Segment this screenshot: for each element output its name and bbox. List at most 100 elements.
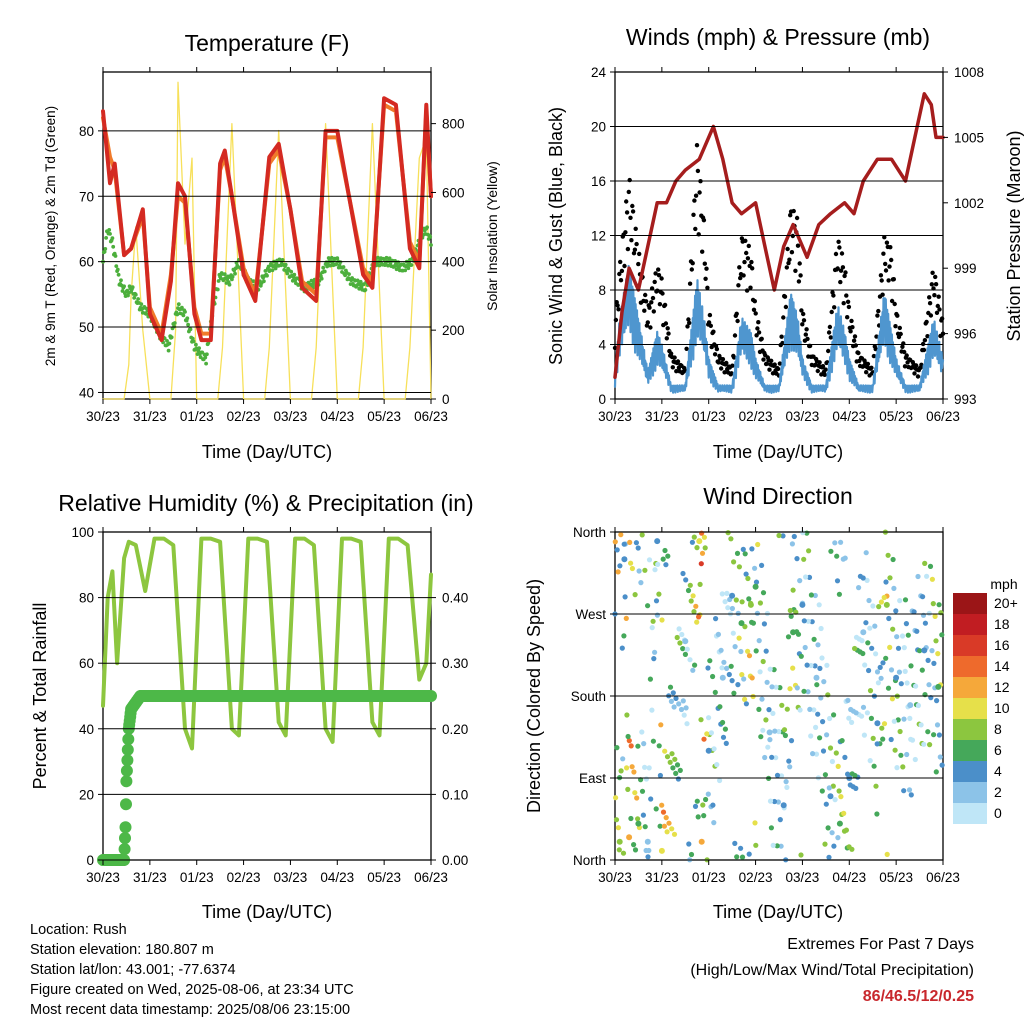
winds-ytick-label: 20	[591, 120, 606, 135]
direction-point	[902, 668, 908, 675]
humidity-xtick-label: 03/23	[274, 870, 308, 885]
direction-point	[780, 802, 787, 809]
gust-point	[883, 261, 888, 267]
direction-point	[617, 563, 623, 569]
direction-point	[883, 601, 890, 608]
direction-point	[652, 649, 658, 655]
dewpoint-point	[122, 284, 126, 289]
direction-point	[787, 607, 793, 614]
direction-point	[891, 585, 897, 592]
direction-point	[717, 704, 723, 710]
direction-point	[707, 658, 713, 664]
direction-point	[824, 662, 830, 668]
gust-point	[845, 315, 850, 320]
gust-point	[853, 343, 858, 348]
direction-point	[857, 573, 864, 579]
direction-point	[832, 540, 838, 546]
gust-point	[730, 363, 735, 368]
direction-point	[873, 783, 879, 789]
gust-point	[744, 288, 750, 293]
gust-point	[937, 307, 942, 312]
direction-point	[698, 717, 704, 723]
gust-point	[630, 203, 635, 209]
direction-point	[628, 560, 634, 566]
direction-point	[711, 820, 717, 826]
direction-point	[794, 556, 800, 562]
gust-point	[840, 265, 846, 270]
direction-point	[801, 556, 807, 562]
gust-point	[769, 358, 774, 363]
direction-point	[777, 685, 783, 691]
direction-point	[660, 556, 666, 562]
gust-point	[632, 247, 638, 252]
gust-point	[893, 324, 898, 329]
winds-xtick-label: 05/23	[879, 409, 913, 424]
direction-point	[680, 646, 686, 652]
dewpoint-point	[355, 278, 360, 283]
humidity-ytick-label: 80	[79, 591, 94, 606]
winds-xlabel: Time (Day/UTC)	[713, 442, 843, 462]
direction-point	[682, 651, 689, 658]
direction-point	[873, 651, 879, 657]
temperature-ylabel-left: 2m & 9m T (Red, Orange) & 2m Td (Green)	[43, 106, 58, 366]
direction-point	[694, 619, 700, 625]
direction-point	[790, 629, 797, 636]
dewpoint-point	[133, 292, 138, 297]
gust-point	[645, 320, 650, 325]
direction-point	[635, 816, 641, 822]
direction-point	[922, 620, 929, 626]
temperature-y2tick-label: 0	[442, 392, 450, 407]
direction-point	[616, 847, 622, 853]
gust-point	[935, 303, 940, 309]
direction-point	[738, 845, 744, 851]
temperature-y2tick-label: 400	[442, 254, 465, 269]
direction-point	[646, 557, 653, 563]
direction-point	[805, 689, 811, 695]
legend-swatch	[953, 677, 987, 698]
direction-point	[732, 644, 738, 650]
dewpoint-point	[103, 247, 108, 251]
gust-point	[732, 333, 738, 338]
direction-point	[712, 689, 718, 696]
direction-point	[808, 662, 814, 669]
gust-point	[939, 316, 945, 321]
direction-point	[788, 613, 794, 619]
direction-point	[614, 547, 620, 553]
direction-point	[811, 707, 817, 713]
direction-point	[699, 530, 705, 536]
direction-point	[629, 565, 636, 572]
direction-point	[865, 640, 871, 646]
direction-point	[633, 540, 640, 546]
direction-point	[739, 672, 745, 678]
temperature-xtick-label: 06/23	[414, 409, 448, 424]
gust-point	[912, 371, 917, 376]
direction-point	[728, 663, 734, 669]
direction-point	[719, 591, 725, 597]
direction-point	[926, 682, 932, 688]
direction-point	[759, 562, 765, 569]
direction-point	[818, 695, 824, 701]
direction-point	[874, 669, 881, 675]
direction-point	[920, 594, 926, 600]
direction-point	[648, 796, 654, 802]
gust-point	[695, 168, 701, 174]
gust-point	[731, 355, 737, 360]
direction-point	[834, 578, 841, 584]
direction-point	[927, 742, 933, 748]
dewpoint-point	[108, 232, 112, 236]
dewpoint-point	[180, 305, 184, 310]
direction-point	[676, 626, 682, 632]
temperature-y2tick-label: 800	[442, 117, 465, 132]
gust-point	[845, 299, 851, 304]
dewpoint-point	[289, 269, 294, 274]
legend-swatch	[953, 593, 987, 614]
gust-point	[647, 305, 652, 310]
direction-point	[825, 825, 831, 831]
dewpoint-point	[215, 287, 220, 292]
direction-point	[703, 796, 709, 803]
direction-point	[673, 695, 679, 702]
gust-point	[657, 302, 663, 307]
direction-point	[701, 813, 707, 819]
humidity-title: Relative Humidity (%) & Precipitation (i…	[58, 490, 473, 516]
temperature-xtick-label: 04/23	[320, 409, 354, 424]
